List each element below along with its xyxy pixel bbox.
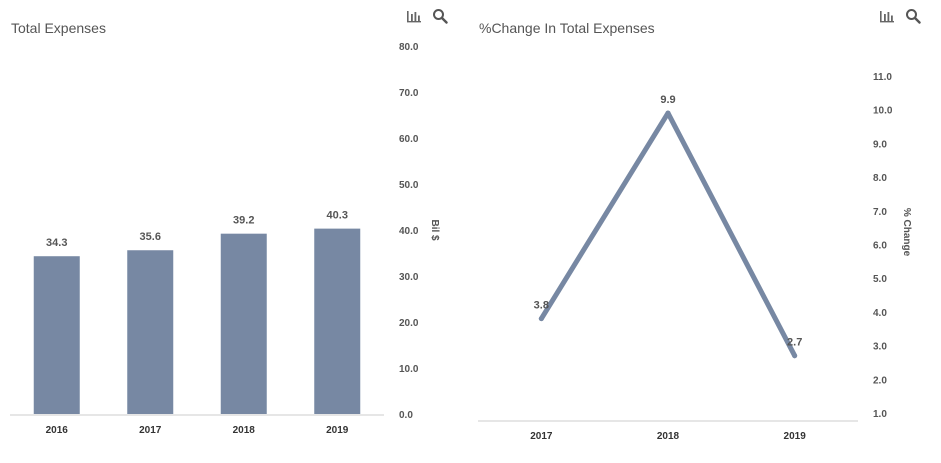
y-axis-title: Bil $	[429, 219, 440, 241]
y-tick-label: 2.0	[873, 375, 887, 386]
data-label: 34.3	[46, 237, 67, 249]
data-point[interactable]	[792, 353, 798, 359]
data-point[interactable]	[665, 110, 671, 116]
y-tick-label: 70.0	[399, 88, 419, 99]
data-label: 2.7	[787, 337, 802, 349]
line-chart: 1.0 2.0 3.0 4.0 5.0 6.0 7.0 8.0 9.0 10.0 11.0 % Cha…	[478, 72, 912, 442]
y-tick-label: 30.0	[399, 272, 419, 283]
search-icon[interactable]	[432, 8, 448, 24]
bar[interactable]	[314, 228, 361, 414]
x-tick-label: 2018	[657, 431, 680, 442]
y-tick-label: 9.0	[873, 139, 887, 150]
x-tick-label: 2019	[784, 431, 807, 442]
data-label: 3.8	[534, 300, 549, 312]
data-point[interactable]	[538, 316, 544, 322]
bar[interactable]	[220, 233, 267, 414]
y-tick-label: 11.0	[873, 72, 892, 83]
data-label: 35.6	[140, 231, 161, 243]
bar-chart: 0.0 10.0 20.0 30.0 40.0 50.0 60.0 70.0 80.0 Bil $…	[10, 42, 440, 436]
chart-title: %Change In Total Expenses	[479, 20, 655, 36]
x-tick-label: 2016	[46, 425, 69, 436]
chart-toolbar	[879, 8, 921, 24]
y-tick-label: 20.0	[399, 318, 419, 329]
bar[interactable]	[33, 256, 80, 414]
x-tick-label: 2017	[139, 425, 162, 436]
chart-title: Total Expenses	[11, 20, 106, 36]
y-tick-label: 10.0	[399, 364, 419, 375]
bar-chart-icon[interactable]	[406, 8, 422, 24]
x-tick-label: 2018	[233, 425, 256, 436]
y-tick-label: 50.0	[399, 180, 419, 191]
y-tick-label: 80.0	[399, 42, 419, 53]
y-axis-title: % Change	[901, 208, 912, 257]
bar[interactable]	[127, 250, 174, 414]
y-tick-label: 6.0	[873, 241, 887, 252]
y-tick-label: 7.0	[873, 207, 887, 218]
y-tick-label: 3.0	[873, 342, 887, 353]
x-tick-label: 2019	[326, 425, 349, 436]
percent-change-panel: %Change In Total Expenses 1.0 2.0 3.0 4.0 5.…	[470, 0, 941, 463]
data-label: 9.9	[660, 94, 675, 106]
bar-chart-icon[interactable]	[879, 8, 895, 24]
y-tick-label: 10.0	[873, 106, 893, 117]
y-tick-label: 4.0	[873, 308, 887, 319]
x-tick-label: 2017	[530, 431, 553, 442]
y-tick-label: 60.0	[399, 134, 419, 145]
y-tick-label: 5.0	[873, 274, 887, 285]
data-label: 39.2	[233, 215, 254, 227]
total-expenses-panel: Total Expenses 0.0 10.0 20.0 30.0 40.0 50.0 60…	[0, 0, 470, 463]
data-label: 40.3	[327, 210, 348, 222]
y-tick-label: 40.0	[399, 226, 419, 237]
chart-toolbar	[406, 8, 448, 24]
search-icon[interactable]	[905, 8, 921, 24]
series-line[interactable]	[538, 110, 798, 359]
y-tick-label: 0.0	[399, 410, 413, 421]
y-tick-label: 8.0	[873, 173, 887, 184]
y-tick-label: 1.0	[873, 409, 887, 420]
